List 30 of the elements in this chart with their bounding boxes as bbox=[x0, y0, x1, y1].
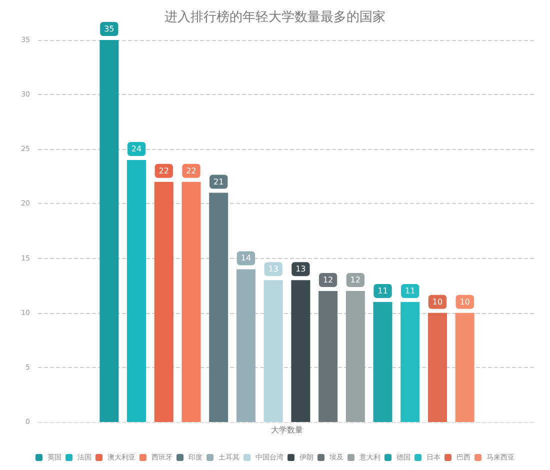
x-tick-label: 大学数量 bbox=[271, 426, 303, 434]
bar bbox=[154, 182, 174, 422]
bar bbox=[400, 302, 420, 422]
data-label: 14 bbox=[240, 254, 252, 263]
bar bbox=[236, 269, 256, 422]
data-label: 10 bbox=[460, 297, 470, 306]
bar bbox=[373, 302, 392, 422]
chart-title: 进入排行榜的年轻大学数量最多的国家 bbox=[164, 9, 386, 25]
bar bbox=[455, 312, 474, 422]
bar bbox=[182, 182, 201, 422]
data-label: 24 bbox=[131, 144, 142, 154]
bar bbox=[291, 280, 310, 422]
data-label: 22 bbox=[186, 166, 196, 176]
bar bbox=[264, 280, 283, 422]
data-label: 13 bbox=[296, 264, 306, 274]
bar bbox=[127, 160, 146, 422]
data-label: 11 bbox=[378, 286, 388, 296]
data-label: 12 bbox=[322, 276, 334, 285]
bar bbox=[346, 291, 365, 422]
bar bbox=[100, 40, 119, 422]
data-label: 13 bbox=[268, 264, 278, 274]
bar bbox=[318, 291, 338, 422]
bar bbox=[209, 192, 228, 422]
data-label: 22 bbox=[158, 166, 169, 176]
bar bbox=[428, 312, 447, 422]
data-label: 35 bbox=[104, 24, 114, 34]
data-label: 21 bbox=[214, 177, 224, 186]
data-label: 11 bbox=[405, 286, 416, 296]
data-label: 12 bbox=[350, 276, 360, 285]
data-label: 10 bbox=[432, 297, 443, 306]
